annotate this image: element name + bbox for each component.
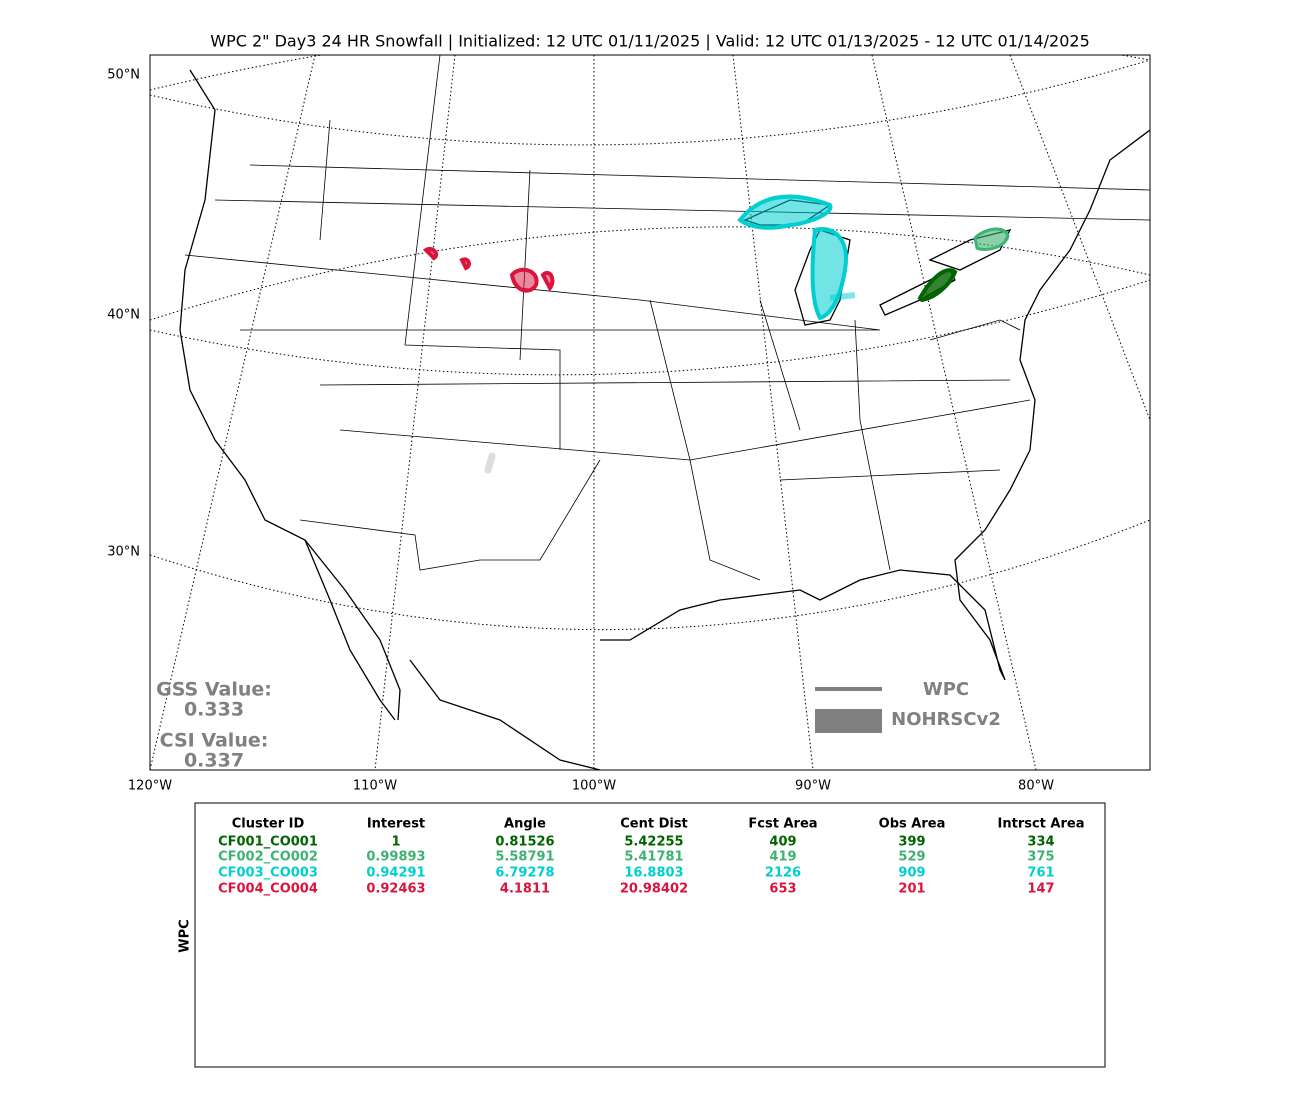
table-cell: 201 [898,882,925,897]
map-content [150,55,1150,770]
lon-label: 80°W [1018,779,1054,794]
table-header: Cluster ID [232,817,305,832]
title: WPC 2" Day3 24 HR Snowfall | Initialized… [210,32,1090,51]
table-header: Intrsct Area [998,817,1085,832]
table-cell: 909 [898,866,925,881]
table-header: Obs Area [879,817,946,832]
graticule [150,55,1150,91]
lat-label: 30°N [107,545,140,560]
graticule [150,59,1150,146]
table-cell: 0.94291 [366,866,425,881]
table-cell: 5.41781 [624,850,683,865]
table-side-label: WPC [178,919,193,952]
csi-label: CSI Value: [160,730,269,752]
table-header: Angle [504,817,546,832]
graticule [150,226,1150,321]
map: 50°N 40°N 30°N 120°W 110°W 100°W 90°W 80… [107,54,1151,794]
legend-label: WPC [923,679,969,700]
table-cell: 399 [898,835,925,850]
table-cell: CF001_CO001 [218,835,318,850]
table-cell: 5.42255 [624,835,683,850]
legend-patch [815,709,882,733]
lat-label: 40°N [107,308,140,323]
table-cell: 2126 [765,866,801,881]
table-cell: 653 [769,882,796,897]
state-borders [184,55,1150,581]
table-header: Fcst Area [748,817,817,832]
table-cell: 334 [1027,835,1054,850]
legend-label: NOHRSCv2 [891,709,1001,730]
csi-value: 0.337 [184,750,244,772]
gss-value: 0.333 [184,699,244,721]
graticule [1009,55,1150,421]
table-cell: 419 [769,850,796,865]
obs-area [484,452,496,474]
table-cell: CF002_CO002 [218,850,318,865]
cluster-002 [973,227,1010,251]
table-header: Cent Dist [620,817,688,832]
table-cell: 20.98402 [620,882,688,897]
table: WPC Cluster ID Interest Angle Cent Dist Fcst… [178,802,1106,1068]
table-frame [194,802,1106,1068]
table-cell: CF003_CO003 [218,866,318,881]
cluster-004 [422,247,555,293]
graticule [150,279,1150,376]
table-cell: 0.92463 [366,882,425,897]
table-cell: 16.8803 [624,866,683,881]
table-cell: 761 [1027,866,1054,881]
table-cell: 5.58791 [495,850,554,865]
table-header: Interest [367,817,425,832]
coastline [304,539,396,721]
table-cell: 1 [391,835,400,850]
lon-label: 110°W [353,779,397,794]
cluster-003 [737,194,848,321]
table-cell: 375 [1027,850,1054,865]
table-cell: 409 [769,835,796,850]
lon-label: 100°W [572,779,616,794]
lon-label: 90°W [795,779,831,794]
table-cell: 6.79278 [495,866,554,881]
table-cell: 4.1811 [500,882,550,897]
cluster-001 [917,268,958,303]
coastline [179,69,1150,770]
table-cell: 529 [898,850,925,865]
table-cell: 0.81526 [495,835,554,850]
lon-label: 120°W [128,779,172,794]
table-cell: 0.99893 [366,850,425,865]
cluster-003 [829,292,856,301]
table-cell: CF004_CO004 [218,882,318,897]
lat-label: 50°N [107,68,140,83]
map-frame [149,54,1151,771]
gss-label: GSS Value: [156,679,272,701]
table-cell: 147 [1027,882,1054,897]
